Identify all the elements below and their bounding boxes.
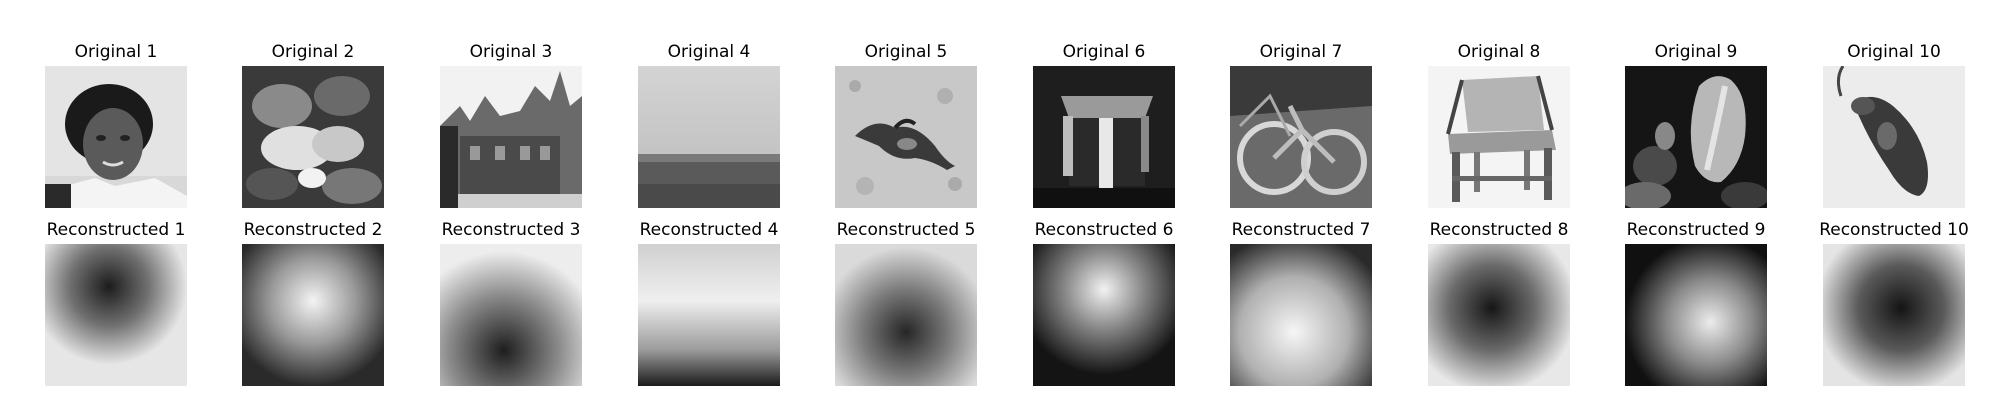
panel-title: Original 4 <box>667 42 751 62</box>
panel-title: Original 3 <box>469 42 553 62</box>
original-image-2 <box>242 66 384 208</box>
reconstructed-image-3 <box>440 244 582 386</box>
reconstructed-image-5 <box>835 244 977 386</box>
original-image-1 <box>45 66 187 208</box>
original-image-5 <box>835 66 977 208</box>
original-image-9 <box>1625 66 1767 208</box>
original-image-4 <box>638 66 780 208</box>
panel-title: Original 1 <box>74 42 158 62</box>
panel-title: Original 9 <box>1654 42 1738 62</box>
original-image-3 <box>440 66 582 208</box>
panel-title: Reconstructed 4 <box>639 220 779 240</box>
panel-title: Reconstructed 6 <box>1034 220 1174 240</box>
panel-title: Reconstructed 1 <box>46 220 186 240</box>
panel-title: Reconstructed 9 <box>1626 220 1766 240</box>
panel-title: Original 10 <box>1847 42 1941 62</box>
panel-title: Reconstructed 5 <box>836 220 976 240</box>
panel-title: Original 8 <box>1457 42 1541 62</box>
reconstructed-image-6 <box>1033 244 1175 386</box>
original-image-7 <box>1230 66 1372 208</box>
panel-title: Reconstructed 3 <box>441 220 581 240</box>
panel-title: Reconstructed 8 <box>1429 220 1569 240</box>
panel-title: Original 6 <box>1062 42 1146 62</box>
panel-title: Original 7 <box>1259 42 1343 62</box>
panel-title: Reconstructed 7 <box>1231 220 1371 240</box>
reconstructed-image-2 <box>242 244 384 386</box>
reconstructed-image-1 <box>45 244 187 386</box>
reconstructed-image-7 <box>1230 244 1372 386</box>
reconstructed-image-9 <box>1625 244 1767 386</box>
panel-title: Reconstructed 10 <box>1819 220 1969 240</box>
original-image-6 <box>1033 66 1175 208</box>
original-image-8 <box>1428 66 1570 208</box>
panel-title: Original 2 <box>271 42 355 62</box>
reconstructed-image-10 <box>1823 244 1965 386</box>
reconstructed-image-4 <box>638 244 780 386</box>
panel-title: Original 5 <box>864 42 948 62</box>
original-image-10 <box>1823 66 1965 208</box>
panel-title: Reconstructed 2 <box>243 220 383 240</box>
reconstructed-image-8 <box>1428 244 1570 386</box>
